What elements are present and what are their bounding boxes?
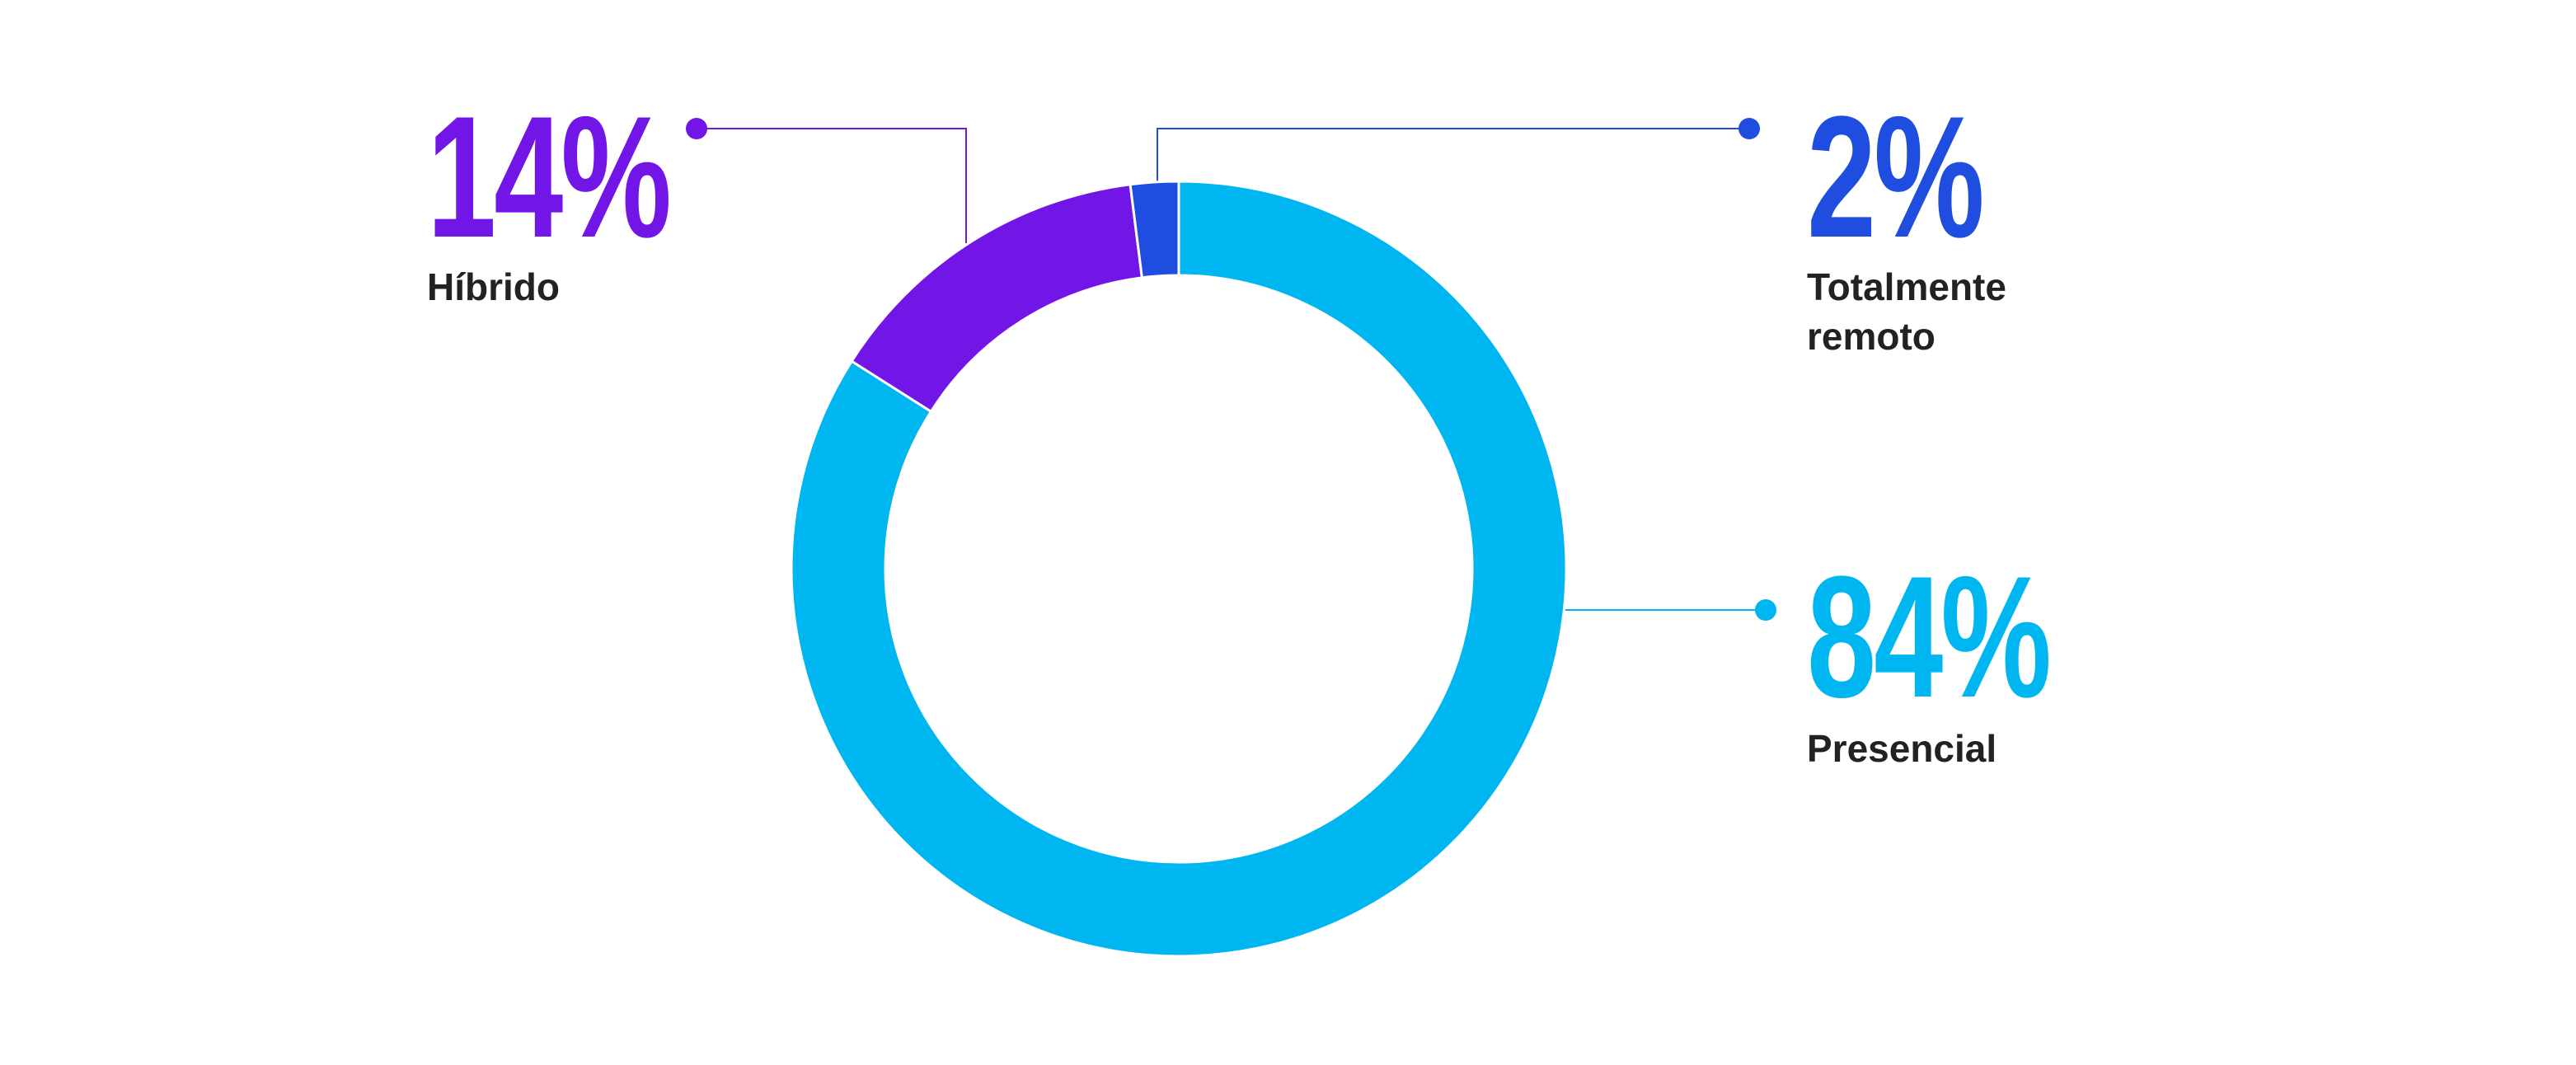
- leader-lines: [686, 118, 1776, 621]
- category-label: Presencial: [1807, 727, 1997, 770]
- leader-dot: [1755, 599, 1776, 621]
- category-label: Totalmente remoto: [1807, 265, 2006, 358]
- slice: [790, 180, 1568, 958]
- leader-dot: [1738, 118, 1760, 139]
- slice: [850, 183, 1144, 414]
- slice: [1128, 180, 1180, 279]
- value-label: 14%: [427, 80, 672, 274]
- donut: [790, 180, 1568, 958]
- leader-line: [1157, 128, 1749, 183]
- value-label: 84%: [1807, 540, 2052, 734]
- leader-dot: [686, 118, 707, 139]
- value-label: 2%: [1807, 80, 1985, 274]
- leader-line: [697, 128, 967, 243]
- category-label: Híbrido: [427, 265, 560, 308]
